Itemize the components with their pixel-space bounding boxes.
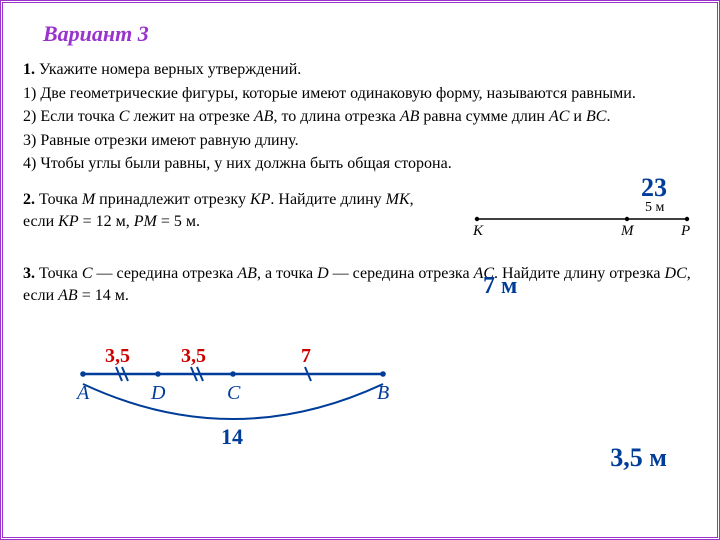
var-AB4: AB [58,287,78,304]
p1-answer: 23 [641,173,667,203]
p3-D: D [150,382,166,404]
var-AC: AC [549,108,569,125]
var-AB2: AB [400,108,420,125]
p2-K: K [472,223,484,239]
p3-Cpt: C [227,382,241,404]
var-M: M [82,191,95,208]
var-AB3: AB [237,265,257,282]
var-C3: C [82,265,93,282]
p2-t5: = 12 м, [79,213,134,230]
p1-s4: 4) Чтобы углы были равны, у них должна б… [23,153,697,175]
p1-head: Укажите номера верных утверждений. [39,61,301,78]
p2-t6: = 5 м. [157,213,200,230]
p1-s2-b: лежит на отрезке [129,108,253,125]
var-BC: BC [586,108,606,125]
p3-t4: — середина отрезка [329,265,474,282]
worksheet-page: Вариант 3 1. Укажите номера верных утвер… [0,0,720,540]
p2-t2: принадлежит отрезку [95,191,250,208]
var-PM: PM [134,213,157,230]
p1-num: 1. [23,61,35,78]
var-KP2: KP [58,213,78,230]
p2-num: 2. [23,191,35,208]
var-DC: DC [665,265,687,282]
p3-dc: 3,5 [181,345,206,367]
p1-s2-e: и [569,108,586,125]
p2-t1: Точка [39,191,82,208]
problem-3: 3. Точка C — середина отрезка AB, а точк… [23,263,697,306]
p3-t1: Точка [39,265,82,282]
p3-cb: 7 [301,345,311,367]
p1-s3: 3) Равные отрезки имеют равную длину. [23,130,697,152]
p1-s2-f: . [606,108,610,125]
var-D: D [317,265,329,282]
p3-ad: 3,5 [105,345,130,367]
problem-1: 1. Укажите номера верных утверждений. 1)… [23,59,697,175]
p2-t3: . Найдите длину [270,191,385,208]
p1-s1: 1) Две геометрические фигуры, которые им… [23,83,697,105]
p3-num: 3. [23,265,35,282]
var-C: C [119,108,130,125]
p3-diagram: A D C B 3,5 3,5 7 14 [53,324,453,464]
var-MK: MK [386,191,410,208]
var-KP: KP [250,191,270,208]
p3-t2: — середина отрезка [93,265,238,282]
p2-P: P [680,223,690,239]
p3-t3: , а точка [257,265,317,282]
p3-t5: . Найдите длину отрезка [494,265,665,282]
p2-text: 2. Точка M принадлежит отрезку KP. Найди… [23,189,447,232]
p1-s2-a: 2) Если точка [23,108,119,125]
p2-M: M [620,223,635,239]
p1-s2-d: равна сумме длин [419,108,549,125]
p3-answer: 3,5 м [610,443,667,473]
p1-s2-c: , то длина отрезка [273,108,399,125]
var-AB: AB [254,108,274,125]
p2-answer: 7 м [483,273,517,300]
variant-title: Вариант 3 [43,21,697,47]
p3-t7: = 14 м. [78,287,129,304]
p3-ab: 14 [221,424,243,449]
p1-s2: 2) Если точка C лежит на отрезке AB, то … [23,106,697,128]
problem-2: 2. Точка M принадлежит отрезку KP. Найди… [23,189,697,239]
